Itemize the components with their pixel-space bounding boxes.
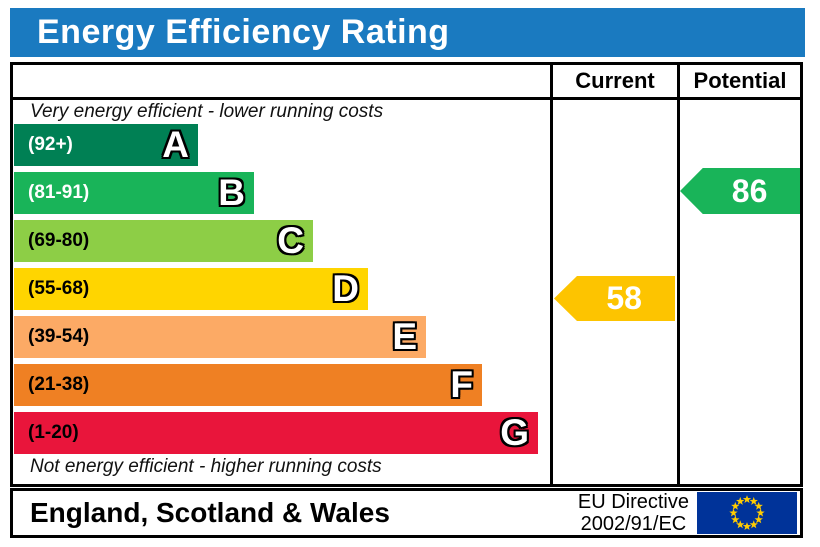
rating-chart: Current Potential Very energy efficient … [10,62,803,487]
eu-directive-line1: EU Directive [577,491,689,513]
band-range-label: (69-80) [28,230,90,251]
band-letter: D [332,268,359,309]
current-rating-value: 58 [606,280,642,316]
eu-flag-icon [697,492,797,534]
band-letter: C [277,220,304,261]
footer-region-label: England, Scotland & Wales [30,497,390,528]
page-title: Energy Efficiency Rating [37,13,450,51]
band-letter: G [500,412,529,453]
band-range-label: (21-38) [28,374,90,395]
rating-band: (92+) A [14,124,198,166]
band-letter: F [450,364,473,405]
column-header-potential: Potential [693,68,787,93]
caption-not-efficient: Not energy efficient - higher running co… [30,456,382,477]
rating-band: (21-38) F [14,364,482,406]
rating-band: (69-80) C [14,220,313,262]
band-letter: A [162,124,189,165]
rating-band: (81-91) B [14,172,254,214]
column-divider-potential [677,65,680,484]
potential-rating-arrow: 86 [680,168,800,214]
potential-rating-value: 86 [731,172,768,209]
rating-band: (39-54) E [14,316,426,358]
column-header-current: Current [575,68,655,93]
band-range-label: (81-91) [28,182,90,203]
rating-band: (1-20) G [14,412,538,454]
footer-bar: England, Scotland & Wales EU Directive 2… [10,488,803,538]
rating-band: (55-68) D [14,268,368,310]
eu-directive-label: EU Directive 2002/91/EC [578,491,689,535]
current-rating-arrow: 58 [554,276,675,321]
caption-very-efficient: Very energy efficient - lower running co… [30,101,384,122]
band-letter: B [218,172,245,213]
title-banner: Energy Efficiency Rating [10,8,805,57]
header-separator [13,97,800,100]
band-letter: E [392,316,417,357]
column-divider-current [550,65,553,484]
band-range-label: (92+) [28,134,73,155]
band-range-label: (1-20) [28,422,79,443]
band-range-label: (55-68) [28,278,90,299]
band-range-label: (39-54) [28,326,90,347]
eu-directive-line2: 2002/91/EC [580,513,687,535]
